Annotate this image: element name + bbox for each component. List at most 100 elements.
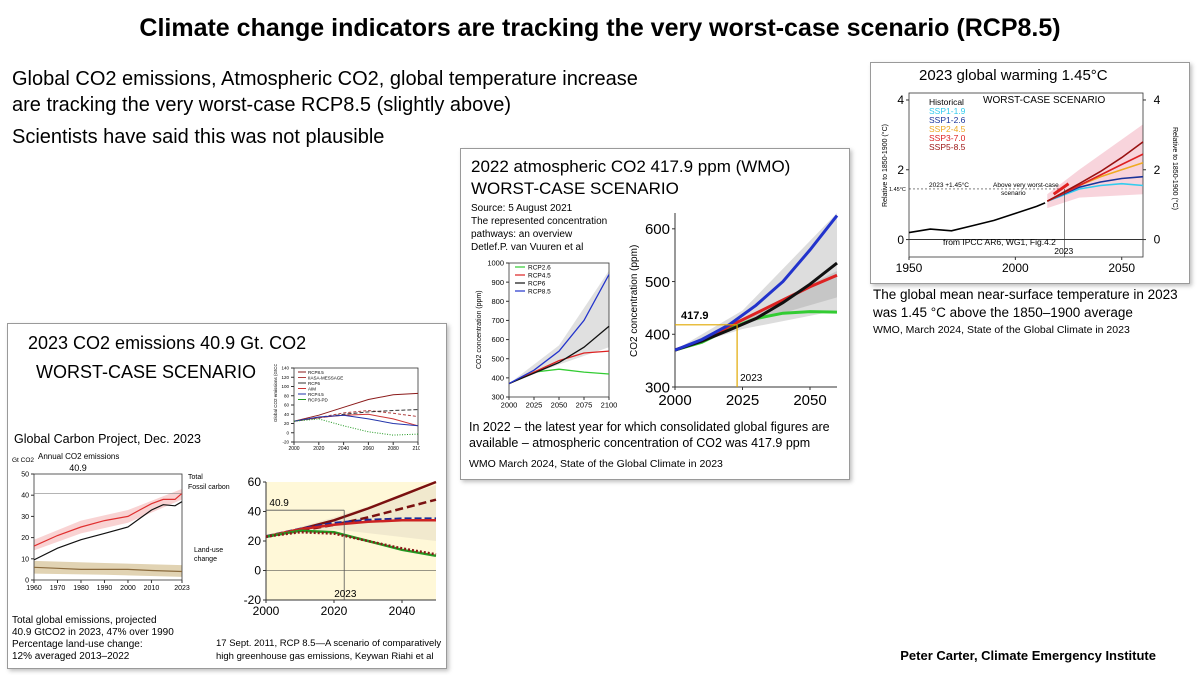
legend-label: RCP6 xyxy=(308,381,321,386)
x-tick-label: 2020 xyxy=(321,604,348,618)
series-line-historical xyxy=(908,202,1046,234)
year-marker-label: 2023 xyxy=(1054,246,1073,256)
legend-label: RCP4.5 xyxy=(308,392,324,397)
temperature-heading: 2023 global warming 1.45°C xyxy=(919,67,1108,84)
emissions-scenario-label: WORST-CASE SCENARIO xyxy=(36,362,257,382)
author-credit: Peter Carter, Climate Emergency Institut… xyxy=(900,648,1156,663)
uncertainty-band xyxy=(675,213,837,351)
series-line-rcp4-5 xyxy=(293,414,419,427)
series-line-rcp6 xyxy=(265,517,436,539)
y-axis-label-right: Relative to 1850-1900 (°C) xyxy=(1171,127,1179,210)
page-title: Climate change indicators are tracking t… xyxy=(139,14,1061,42)
y-tick-label: 600 xyxy=(491,335,504,344)
y-tick-label: 50 xyxy=(21,471,29,478)
series-line-fossil-carbon xyxy=(33,501,183,561)
y-tick-label-right: 2 xyxy=(1154,163,1161,177)
series-line-total xyxy=(33,492,183,547)
x-tick-label: 2050 xyxy=(551,401,568,410)
temperature-caption-3: WMO, March 2024, State of the Global Cli… xyxy=(873,324,1130,336)
series-line-ssp1-1-9 xyxy=(1047,182,1144,202)
x-tick-label: 2060 xyxy=(363,446,374,452)
y-tick-label: 600 xyxy=(645,221,670,238)
plot-frame xyxy=(33,473,183,581)
y-tick-label: 20 xyxy=(284,421,290,426)
co2-source-4: Detlef.P. van Vuuren et al xyxy=(471,242,584,253)
y-axis-label: Gt CO2 xyxy=(12,457,34,464)
value-annotation: 417.9 xyxy=(681,310,709,322)
rcp-emissions-small-chart: 200020202040206020802100-200204060801001… xyxy=(273,364,420,452)
y-axis-label: Global CO2 emissions (GtCO2) xyxy=(273,364,278,422)
chart-title: WORST-CASE SCENARIO xyxy=(983,95,1105,106)
y-tick-label: 300 xyxy=(645,379,670,396)
value-annotation: 40.9 xyxy=(269,498,289,509)
series-line-ssp3-7-0 xyxy=(1046,153,1144,202)
legend-label: RCP8.5 xyxy=(308,370,324,375)
temperature-caption-2: was 1.45 °C above the 1850–1900 average xyxy=(873,305,1133,320)
y-tick-label-right: 4 xyxy=(1154,93,1161,107)
y-tick-label: 0 xyxy=(25,577,29,584)
x-tick-label: 2025 xyxy=(526,401,543,410)
x-tick-label: 2080 xyxy=(388,446,399,452)
y-tick-label: 120 xyxy=(281,375,289,380)
intro-text: Global CO2 emissions, Atmospheric CO2, g… xyxy=(12,66,638,150)
y-axis-label: Relative to 1850-1900 (°C) xyxy=(881,124,889,207)
gcp-title: Global Carbon Project, Dec. 2023 xyxy=(14,432,201,446)
intro-line-3: Scientists have said this was not plausi… xyxy=(12,126,385,148)
x-tick-label: 2000 xyxy=(120,585,136,592)
y-tick-label: 300 xyxy=(491,393,504,402)
legend-label: AIM xyxy=(308,387,316,392)
series-line-rcp8-5 xyxy=(674,214,839,352)
series-line-rcp8-5 xyxy=(508,274,610,385)
y-tick-label: 40 xyxy=(284,412,290,417)
x-tick-label: 2000 xyxy=(1002,261,1029,275)
legend-label: SSP2-4.5 xyxy=(929,124,966,134)
y-tick-label: 20 xyxy=(248,534,262,548)
rcp-concentration-small-chart: 2000 2025 2050 2075 2100 300 400 500 600 700 800 90… xyxy=(476,259,617,410)
gcp-note-2: 40.9 GtCO2 in 2023, 47% over 1990 xyxy=(12,627,174,638)
y-tick-label: 20 xyxy=(21,535,29,542)
uncertainty-band xyxy=(509,270,609,384)
legend-label: RCP8.5 xyxy=(528,289,551,296)
x-tick-label: 2100 xyxy=(412,446,420,452)
observed-2023-segment xyxy=(1052,182,1070,196)
y-tick-label: 0 xyxy=(897,233,904,247)
co2-heading-1: 2022 atmospheric CO2 417.9 ppm (WMO) xyxy=(471,157,791,176)
y-tick-label: 100 xyxy=(281,384,289,389)
x-tick-label: 2025 xyxy=(726,392,759,407)
series-line-rcp6 xyxy=(508,325,610,385)
legend-label: IIASA-MESSAGE xyxy=(308,376,343,381)
plot-frame xyxy=(908,92,1144,258)
co2-source-1: Source: 5 August 2021 xyxy=(471,203,573,214)
y-tick-label-right: 0 xyxy=(1154,233,1161,247)
y-tick-label: -20 xyxy=(244,593,262,607)
y-tick-label: 0 xyxy=(254,564,261,578)
temperature-annotation: 2023 +1.45°C xyxy=(929,181,969,189)
x-tick-label: 2000 xyxy=(253,604,280,618)
y-tick-label: 500 xyxy=(645,274,670,291)
series-label: Total xyxy=(188,474,203,481)
co2-source-2: The represented concentration xyxy=(471,216,608,227)
co2-caption-2: available – atmospheric concentration of… xyxy=(469,436,811,450)
co2-caption-3: WMO March 2024, State of the Global Clim… xyxy=(469,458,723,470)
legend-label: SSP1-1.9 xyxy=(929,106,966,116)
x-tick-label: 1950 xyxy=(896,261,923,275)
y-axis-label: CO2 concentration (ppm) xyxy=(476,290,483,369)
co2-heading-2: WORST-CASE SCENARIO xyxy=(471,179,679,198)
x-tick-label: 2000 xyxy=(658,392,691,407)
series-label: Fossil carbon xyxy=(188,484,230,491)
year-marker-label: 2023 xyxy=(334,589,357,600)
co2-caption-1: In 2022 – the latest year for which cons… xyxy=(469,420,830,434)
co2-source-3: pathways: an overview xyxy=(471,229,573,240)
series-line-ssp1-2-6 xyxy=(1046,175,1144,202)
y-tick-label: 40 xyxy=(21,493,29,500)
y-tick-label: 900 xyxy=(491,278,504,287)
x-tick-label: 2020 xyxy=(313,446,324,452)
series-label: change xyxy=(194,556,217,563)
x-tick-label: 1980 xyxy=(73,585,89,592)
series-line-rcp3-pd xyxy=(293,418,419,436)
temperature-annotation-4: 1.45°C xyxy=(889,187,906,193)
x-tick-label: 2023 xyxy=(174,585,190,592)
legend-label: SSP5-8.5 xyxy=(929,142,966,152)
y-tick-label: 4 xyxy=(897,93,904,107)
